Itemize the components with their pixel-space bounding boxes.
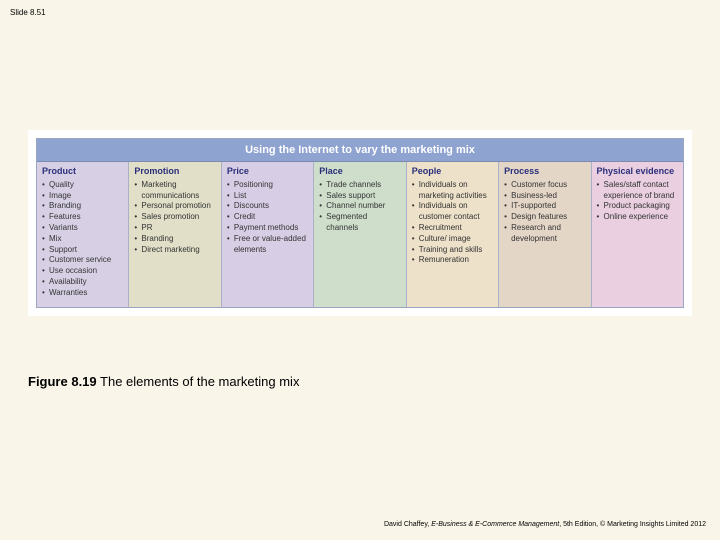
list-item: Personal promotion — [134, 201, 215, 212]
column-list: QualityImageBrandingFeaturesVariantsMixS… — [42, 180, 123, 299]
footer-credit: David Chaffey, E-Business & E-Commerce M… — [384, 521, 706, 528]
column-header: Promotion — [134, 166, 215, 177]
column-list: Individuals on marketing activitiesIndiv… — [412, 180, 493, 266]
column-list: Sales/staff contact experience of brandP… — [597, 180, 678, 223]
list-item: Research and development — [504, 223, 585, 245]
list-item: Free or value-added elements — [227, 234, 308, 256]
list-item: Trade channels — [319, 180, 400, 191]
column-list: PositioningListDiscountsCreditPayment me… — [227, 180, 308, 256]
list-item: Discounts — [227, 201, 308, 212]
column-header: Product — [42, 166, 123, 177]
list-item: Sales support — [319, 191, 400, 202]
column-list: Customer focusBusiness-ledIT-supportedDe… — [504, 180, 585, 245]
list-item: Branding — [134, 234, 215, 245]
figure-container: Using the Internet to vary the marketing… — [28, 130, 692, 316]
chart-outer: Using the Internet to vary the marketing… — [36, 138, 684, 308]
list-item: Online experience — [597, 212, 678, 223]
column-physical-evidence: Physical evidence Sales/staff contact exp… — [592, 162, 683, 307]
list-item: Use occasion — [42, 266, 123, 277]
list-item: Credit — [227, 212, 308, 223]
list-item: Sales/staff contact experience of brand — [597, 180, 678, 202]
list-item: Warranties — [42, 288, 123, 299]
footer-rest: , 5th Edition, © Marketing Insights Limi… — [559, 521, 706, 528]
figure-number: Figure 8.19 — [28, 374, 97, 389]
list-item: Sales promotion — [134, 212, 215, 223]
column-header: Price — [227, 166, 308, 177]
list-item: Product packaging — [597, 201, 678, 212]
columns-row: ProductQualityImageBrandingFeaturesVaria… — [37, 162, 683, 307]
list-item: Image — [42, 191, 123, 202]
list-item: Marketing communications — [134, 180, 215, 202]
list-item: Customer service — [42, 255, 123, 266]
list-item: Availability — [42, 277, 123, 288]
list-item: Segmented channels — [319, 212, 400, 234]
column-list: Marketing communicationsPersonal promoti… — [134, 180, 215, 256]
column-people: People Individuals on marketing activitie… — [407, 162, 499, 307]
footer-author: David Chaffey, — [384, 521, 431, 528]
footer-title: E-Business & E-Commerce Management — [431, 521, 559, 528]
list-item: Design features — [504, 212, 585, 223]
list-item: Channel number — [319, 201, 400, 212]
column-header: People — [412, 166, 493, 177]
list-item: Branding — [42, 201, 123, 212]
list-item: Features — [42, 212, 123, 223]
column-header: Place — [319, 166, 400, 177]
column-process: Process Customer focusBusiness-ledIT-supp… — [499, 162, 591, 307]
list-item: Positioning — [227, 180, 308, 191]
list-item: Training and skills — [412, 245, 493, 256]
list-item: Individuals on marketing activities — [412, 180, 493, 202]
list-item: Direct marketing — [134, 245, 215, 256]
figure-caption: Figure 8.19 The elements of the marketin… — [28, 374, 299, 389]
chart-title: Using the Internet to vary the marketing… — [37, 139, 683, 162]
list-item: Culture/ image — [412, 234, 493, 245]
column-promotion: Promotion Marketing communicationsPersona… — [129, 162, 221, 307]
column-product: Product QualityImageBrandingFeaturesVaria… — [37, 162, 129, 307]
column-price: Price PositioningListDiscountsCreditPayme… — [222, 162, 314, 307]
list-item: Customer focus — [504, 180, 585, 191]
list-item: Mix — [42, 234, 123, 245]
list-item: Quality — [42, 180, 123, 191]
column-list: Trade channelsSales supportChannel numbe… — [319, 180, 400, 234]
slide-number: Slide 8.51 — [10, 8, 46, 17]
column-header: Process — [504, 166, 585, 177]
figure-caption-text: The elements of the marketing mix — [100, 374, 299, 389]
list-item: Payment methods — [227, 223, 308, 234]
list-item: Remuneration — [412, 255, 493, 266]
column-place: Place Trade channelsSales supportChannel … — [314, 162, 406, 307]
list-item: Recruitment — [412, 223, 493, 234]
list-item: Business-led — [504, 191, 585, 202]
column-header: Physical evidence — [597, 166, 678, 177]
list-item: Individuals on customer contact — [412, 201, 493, 223]
list-item: PR — [134, 223, 215, 234]
list-item: Support — [42, 245, 123, 256]
list-item: IT-supported — [504, 201, 585, 212]
list-item: List — [227, 191, 308, 202]
list-item: Variants — [42, 223, 123, 234]
